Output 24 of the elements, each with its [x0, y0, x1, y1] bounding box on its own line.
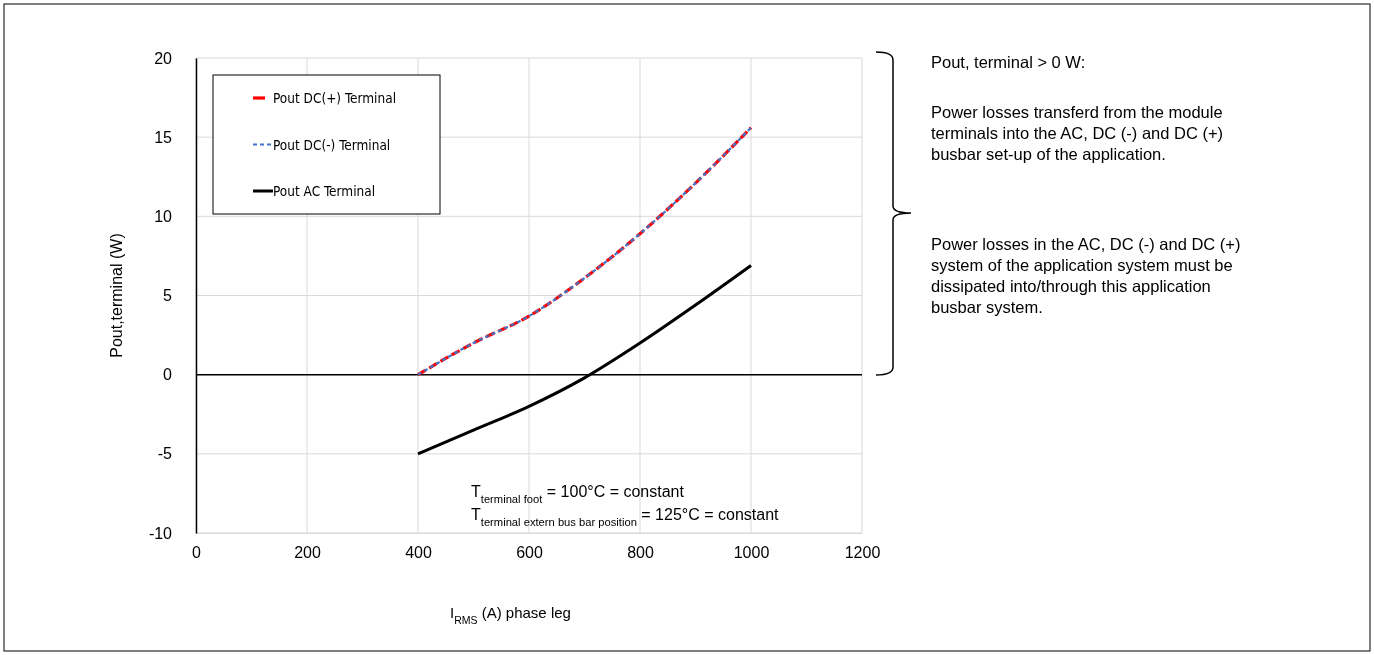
y-tick-label: 15 — [154, 128, 173, 146]
text: Pout, terminal > 0 W: — [931, 52, 1087, 73]
x-tick-label: 800 — [627, 544, 654, 562]
y-axis-title: Pout,terminal (W) — [108, 233, 125, 358]
y-tick-label: -10 — [148, 524, 173, 542]
x-tick-label: 200 — [294, 544, 321, 562]
text: Power losses in the AC, DC (-) and DC (+) system of the application system must be dissipated into/through this application busbar system. — [931, 234, 1241, 318]
y-tick-label: 0 — [163, 366, 173, 384]
y-tick-label: 5 — [163, 287, 173, 305]
annotation: T$_{terminal extern bus bar position}$ = 125°C = constant — [471, 506, 780, 528]
annotation: T$_{terminal foot}$ = 100°C = constant — [471, 483, 685, 505]
x-axis-title: I$_{RMS}$ (A) phase leg — [450, 604, 571, 626]
y-tick-label: 10 — [154, 207, 173, 225]
x-tick-label: 400 — [405, 544, 432, 562]
legend-label: Pout DC(-) Terminal — [273, 136, 391, 153]
x-tick-label: 1000 — [733, 544, 770, 562]
y-tick-label: 20 — [154, 49, 173, 67]
y-tick-label: -5 — [157, 445, 173, 463]
legend-label: Pout AC Terminal — [273, 183, 376, 199]
legend-label: Pout DC(+) Terminal — [273, 90, 397, 106]
x-tick-label: 0 — [192, 544, 202, 562]
x-tick-label: 600 — [516, 544, 543, 562]
x-tick-label: 1200 — [844, 544, 881, 562]
text: Power losses transferd from the module terminals into the AC, DC (-) and DC (+) busbar set-up of the application. — [931, 102, 1225, 165]
